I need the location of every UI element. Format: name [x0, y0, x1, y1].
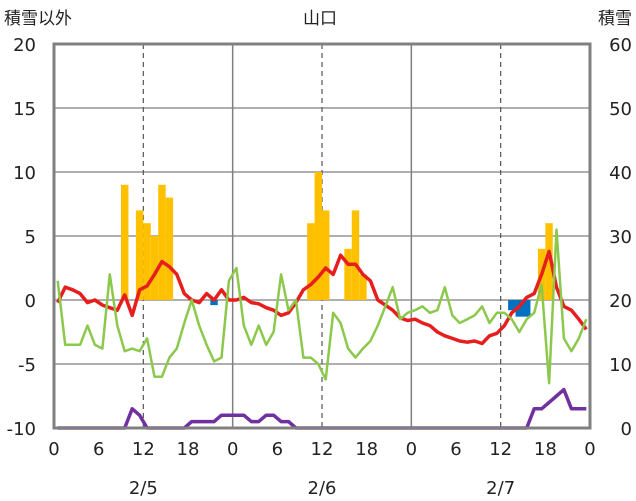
- left-tick-label: -5: [18, 355, 36, 376]
- bar-orange: [158, 184, 166, 300]
- x-tick-label: 12: [311, 439, 334, 460]
- x-tick-label: 18: [177, 439, 200, 460]
- left-tick-label: -10: [7, 419, 36, 440]
- x-tick-label: 6: [450, 439, 461, 460]
- bar-orange: [121, 184, 129, 300]
- x-tick-label: 18: [355, 439, 378, 460]
- bar-orange: [322, 210, 330, 300]
- x-tick-label: 12: [489, 439, 512, 460]
- right-tick-label: 20: [609, 291, 632, 312]
- bar-orange: [143, 223, 151, 300]
- date-label: 2/7: [486, 478, 515, 499]
- x-tick-label: 18: [534, 439, 557, 460]
- series-line: [56, 249, 588, 346]
- bar-orange: [307, 223, 315, 300]
- x-tick-label: 6: [272, 439, 283, 460]
- x-tick-label: 0: [227, 439, 238, 460]
- plot-frame: [52, 42, 592, 430]
- left-tick-label: 5: [25, 227, 36, 248]
- chart-title: 山口: [303, 9, 337, 29]
- right-axis-label: 積雪: [598, 9, 632, 29]
- bar-blue: [508, 300, 516, 311]
- x-tick-label: 0: [48, 439, 59, 460]
- x-tick-label: 0: [406, 439, 417, 460]
- bar-blue: [523, 300, 531, 317]
- left-tick-label: 10: [13, 163, 36, 184]
- x-tick-label: 12: [132, 439, 155, 460]
- left-axis-label: 積雪以外: [4, 9, 72, 29]
- right-tick-label: 10: [609, 355, 632, 376]
- right-tick-label: 40: [609, 163, 632, 184]
- bar-orange: [135, 210, 144, 300]
- right-tick-label: 0: [621, 419, 632, 440]
- series-line: [56, 228, 588, 385]
- date-label: 2/5: [129, 478, 158, 499]
- bar-blue: [210, 300, 218, 306]
- bar-orange: [165, 197, 174, 300]
- bar-orange: [314, 172, 322, 300]
- bar-orange: [351, 210, 360, 300]
- x-tick-label: 6: [93, 439, 104, 460]
- right-tick-label: 60: [609, 35, 632, 56]
- right-tick-label: 30: [609, 227, 632, 248]
- date-label: 2/6: [308, 478, 337, 499]
- left-tick-label: 20: [13, 35, 36, 56]
- bar-orange: [344, 248, 352, 300]
- bar-orange: [150, 236, 159, 300]
- right-tick-label: 50: [609, 99, 632, 120]
- bar-orange: [359, 274, 367, 300]
- x-tick-label: 0: [584, 439, 595, 460]
- bar-orange: [545, 223, 553, 300]
- left-tick-label: 15: [13, 99, 36, 120]
- left-tick-label: 0: [25, 291, 36, 312]
